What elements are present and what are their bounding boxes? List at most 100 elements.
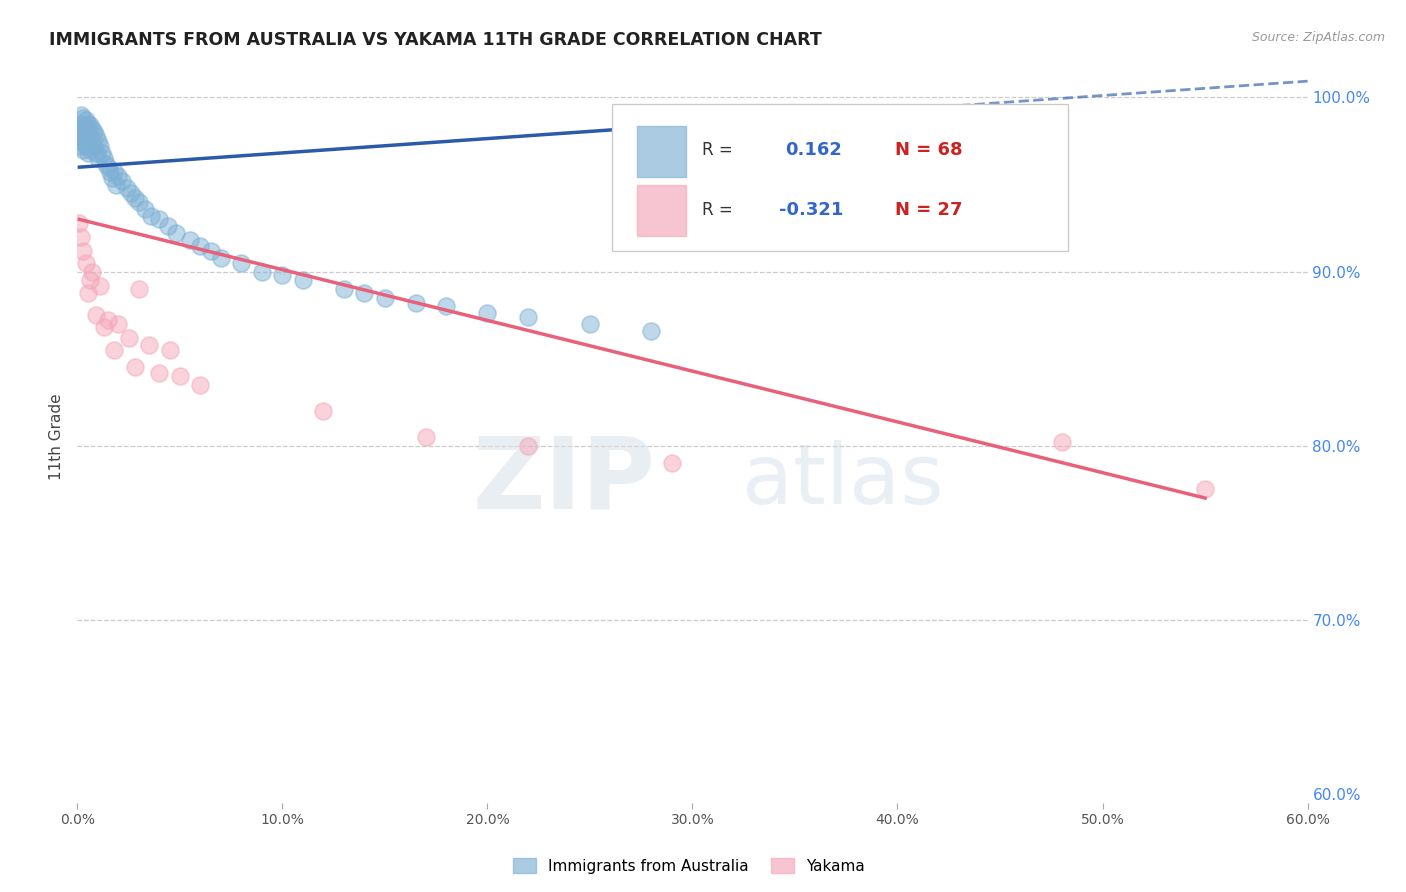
Point [67, 134, 90, 148]
Point [517, 439, 540, 453]
Point [169, 369, 191, 384]
Point [89, 139, 111, 153]
Point [79, 119, 101, 133]
Point [98, 165, 121, 179]
Point [97, 160, 120, 174]
Point [579, 317, 602, 331]
Point [415, 430, 437, 444]
Point [79, 143, 101, 157]
Point [1050, 435, 1073, 450]
Text: atlas: atlas [742, 441, 943, 522]
Point [72, 134, 94, 148]
Point [209, 251, 232, 265]
Point [80, 121, 103, 136]
Point [124, 192, 146, 206]
Point [141, 209, 163, 223]
Point [76, 134, 98, 148]
Point [200, 244, 222, 258]
Point [76, 285, 98, 300]
Point [148, 212, 170, 227]
Point [291, 273, 314, 287]
Point [97, 313, 120, 327]
Text: ZIP: ZIP [472, 433, 655, 530]
Point [76, 125, 98, 139]
Text: Source: ZipAtlas.com: Source: ZipAtlas.com [1251, 31, 1385, 45]
Point [1194, 483, 1216, 497]
Text: N = 27: N = 27 [896, 202, 963, 219]
Point [107, 169, 129, 183]
Point [70, 117, 93, 131]
Point [67, 139, 90, 153]
Point [72, 112, 94, 126]
FancyBboxPatch shape [637, 185, 686, 235]
Point [72, 143, 94, 157]
Point [83, 139, 105, 153]
Text: N = 68: N = 68 [896, 141, 963, 159]
Text: IMMIGRANTS FROM AUSTRALIA VS YAKAMA 11TH GRADE CORRELATION CHART: IMMIGRANTS FROM AUSTRALIA VS YAKAMA 11TH… [49, 31, 823, 49]
Point [84, 146, 107, 161]
Point [436, 300, 458, 314]
Text: R =: R = [703, 141, 733, 159]
Point [105, 178, 128, 192]
Point [72, 128, 94, 143]
Point [79, 273, 101, 287]
Point [90, 146, 114, 161]
Point [117, 331, 139, 345]
Point [188, 377, 212, 392]
Point [128, 194, 150, 209]
Point [76, 117, 98, 131]
Point [477, 306, 499, 320]
Point [231, 256, 253, 270]
Point [165, 227, 187, 241]
FancyBboxPatch shape [613, 104, 1067, 251]
Point [75, 113, 97, 128]
Point [80, 134, 103, 148]
Point [84, 308, 107, 322]
Point [661, 456, 683, 470]
Text: -0.321: -0.321 [779, 202, 844, 219]
Point [83, 125, 105, 139]
Point [75, 256, 97, 270]
Point [148, 366, 170, 380]
Point [79, 128, 101, 143]
Point [87, 152, 110, 166]
Point [93, 152, 115, 166]
Point [188, 238, 212, 252]
Point [75, 120, 97, 134]
Point [138, 338, 160, 352]
Point [640, 324, 662, 338]
Point [87, 134, 110, 148]
Point [333, 282, 356, 296]
Point [72, 121, 94, 136]
Point [94, 156, 117, 170]
Point [179, 233, 201, 247]
Point [517, 310, 540, 324]
Point [84, 128, 107, 143]
Point [103, 343, 125, 357]
Point [159, 343, 181, 357]
Point [70, 128, 93, 143]
Point [120, 186, 142, 201]
Point [89, 278, 111, 293]
Point [67, 216, 90, 230]
Text: 0.162: 0.162 [785, 141, 842, 159]
Point [93, 320, 115, 334]
Point [103, 163, 125, 178]
FancyBboxPatch shape [637, 126, 686, 178]
Point [111, 174, 134, 188]
Point [115, 181, 138, 195]
Point [67, 125, 90, 139]
Point [124, 360, 146, 375]
Point [72, 244, 94, 258]
Point [107, 317, 129, 331]
Legend: Immigrants from Australia, Yakama: Immigrants from Australia, Yakama [506, 852, 872, 880]
Text: R =: R = [703, 202, 733, 219]
Point [312, 404, 335, 418]
Point [80, 265, 103, 279]
Point [70, 120, 93, 134]
Point [128, 282, 150, 296]
Point [101, 170, 124, 185]
Point [156, 219, 179, 234]
Point [76, 146, 98, 161]
Point [405, 296, 427, 310]
